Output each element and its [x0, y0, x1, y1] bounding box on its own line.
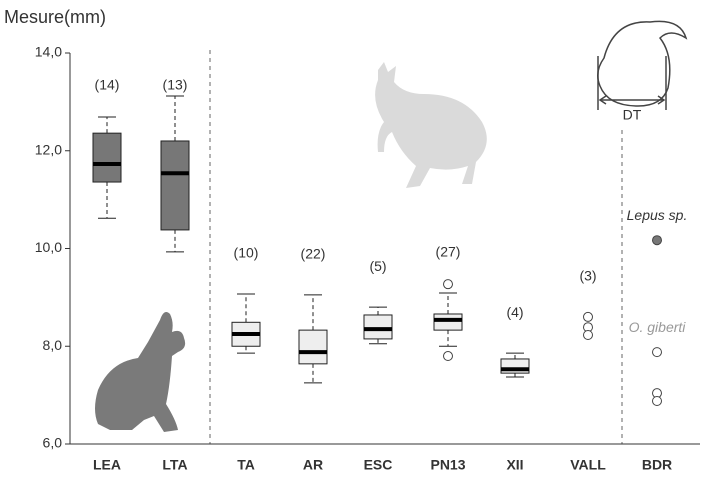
data-point: [652, 347, 662, 358]
count-label: (10): [234, 245, 259, 261]
data-point: [652, 235, 662, 246]
count-label: (3): [579, 268, 596, 284]
data-point: [652, 395, 662, 406]
data-point: [443, 279, 453, 290]
y-tick-label: 10,0: [35, 239, 62, 255]
x-tick-label: TA: [237, 457, 255, 473]
count-label: (13): [163, 77, 188, 93]
x-tick-label: ESC: [364, 457, 393, 473]
x-tick-label: LTA: [162, 457, 187, 473]
y-axis-label: Mesure(mm): [4, 7, 106, 27]
y-tick-label: 12,0: [35, 141, 62, 157]
x-tick-label: PN13: [430, 457, 465, 473]
x-tick-label: BDR: [642, 457, 672, 473]
bone-diagram: [597, 20, 688, 110]
count-label: (14): [95, 77, 120, 93]
y-tick-label: 14,0: [35, 44, 62, 60]
count-label: (4): [506, 304, 523, 320]
x-tick-label: AR: [303, 457, 323, 473]
data-point: [443, 351, 453, 362]
separators: [209, 50, 623, 444]
box: [433, 313, 463, 331]
data-point: [583, 311, 593, 322]
count-label: (22): [301, 246, 326, 262]
box: [160, 140, 190, 231]
rabbit-silhouette: [95, 312, 186, 432]
y-tick-label: 8,0: [43, 337, 63, 353]
diagram-label: DT: [623, 107, 642, 123]
x-tick-label: XII: [506, 457, 523, 473]
y-tick-label: 6,0: [43, 435, 63, 451]
box: [363, 314, 393, 340]
box: [92, 132, 122, 183]
count-label: (27): [436, 244, 461, 260]
x-tick-label: LEA: [93, 457, 121, 473]
group-label: O. giberti: [629, 319, 687, 335]
box: [298, 329, 328, 365]
count-label: (5): [369, 258, 386, 274]
data-point: [583, 330, 593, 341]
x-tick-label: VALL: [570, 457, 606, 473]
group-label: Lepus sp.: [627, 207, 688, 223]
rabbit-silhouette: [375, 62, 487, 188]
